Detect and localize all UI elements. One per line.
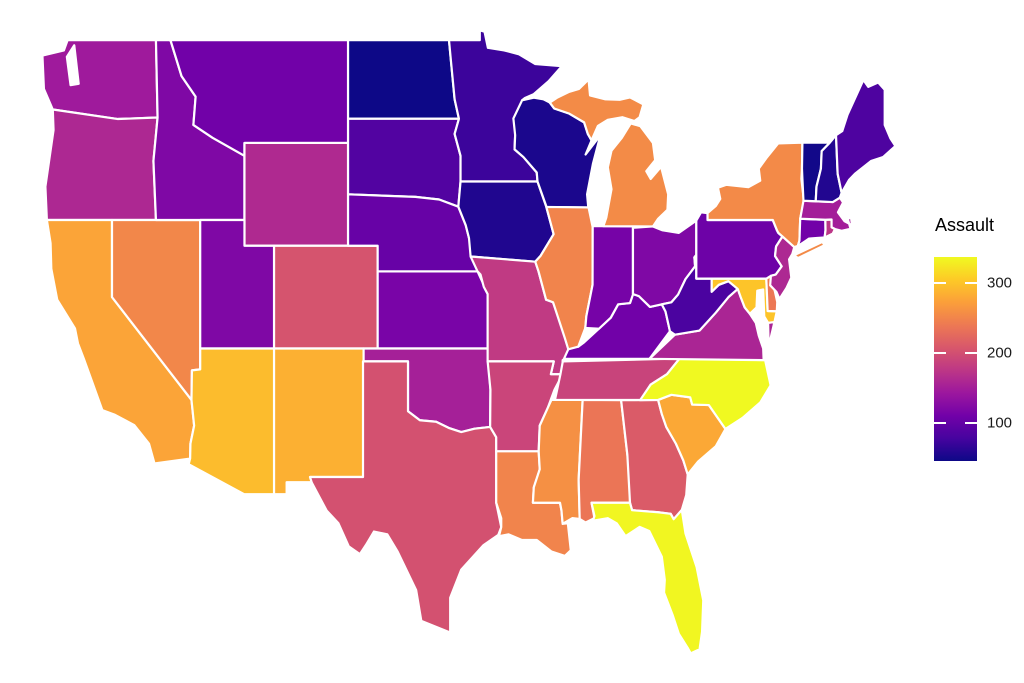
state-oregon bbox=[45, 110, 157, 221]
state-florida bbox=[592, 503, 704, 654]
state-colorado bbox=[274, 246, 378, 349]
state-south-dakota bbox=[348, 119, 460, 207]
state-north-dakota bbox=[348, 40, 459, 119]
legend-title: Assault bbox=[935, 215, 995, 235]
legend-tick-mark bbox=[934, 351, 946, 354]
legend-tick-mark bbox=[965, 351, 977, 354]
legend-gradient-bar bbox=[934, 257, 977, 461]
state-maine bbox=[836, 80, 895, 193]
state-texas bbox=[310, 361, 501, 632]
legend-tick-label: 100 bbox=[987, 414, 1013, 432]
state-wyoming bbox=[244, 143, 348, 246]
state-pennsylvania bbox=[696, 212, 782, 278]
state-arizona bbox=[189, 349, 274, 495]
state-iowa bbox=[458, 181, 553, 261]
state-new-mexico bbox=[274, 349, 364, 495]
legend-tick-label: 200 bbox=[987, 344, 1013, 362]
state-michigan bbox=[550, 79, 668, 226]
legend-tick-mark bbox=[965, 281, 977, 284]
legend: Assault 300 200 100 bbox=[934, 214, 1012, 461]
state-new-jersey bbox=[770, 236, 794, 298]
legend-tick-mark bbox=[934, 421, 946, 424]
legend-tick-label: 300 bbox=[987, 274, 1013, 292]
state-kansas bbox=[378, 271, 488, 348]
state-washington bbox=[42, 40, 157, 119]
legend-bar-wrap: 300 200 100 bbox=[934, 257, 1012, 461]
state-north-carolina bbox=[640, 359, 771, 429]
legend-tick-mark bbox=[934, 281, 946, 284]
legend-tick-mark bbox=[965, 421, 977, 424]
